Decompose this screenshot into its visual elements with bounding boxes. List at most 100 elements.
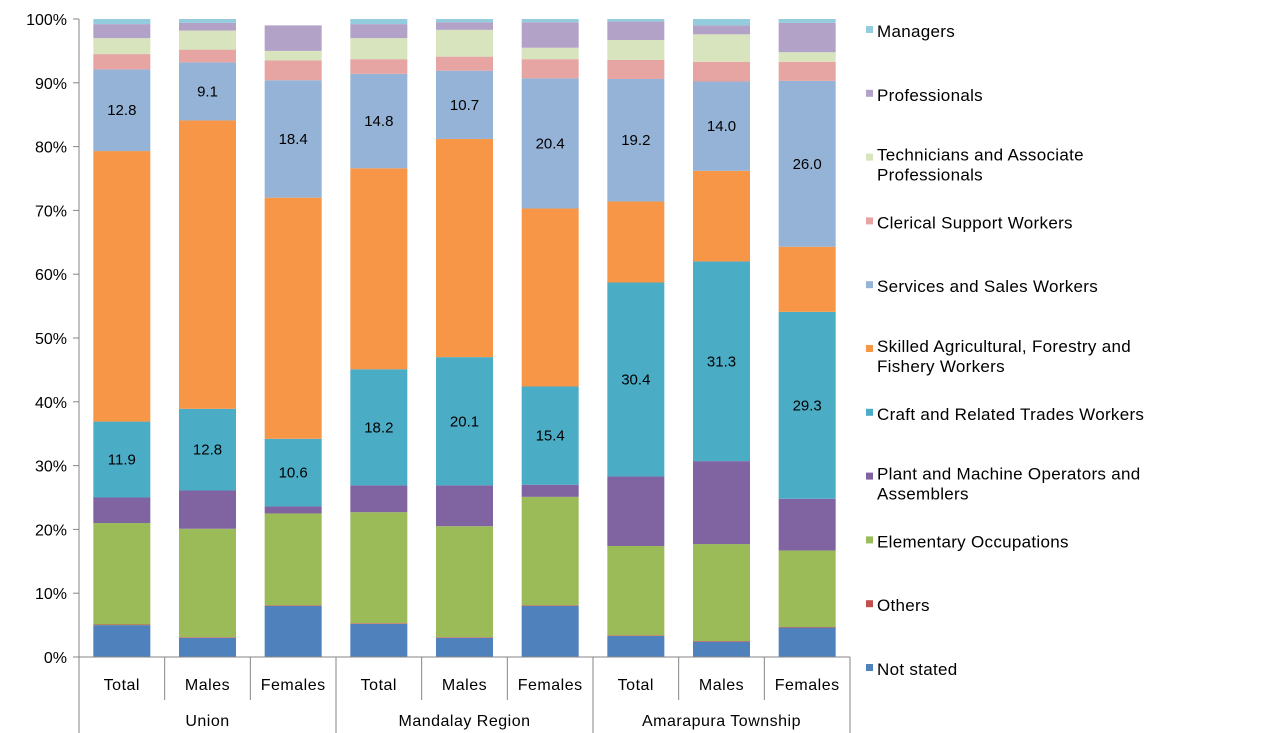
legend-label: Craft and Related Trades Workers <box>877 405 1144 424</box>
bar-segment <box>778 19 836 23</box>
bar-segment <box>693 641 750 642</box>
bar-segment <box>693 81 750 171</box>
bar-segment <box>179 490 236 529</box>
bar-segment <box>350 485 408 513</box>
legend-label: Managers <box>877 22 955 41</box>
bar-segment <box>521 47 579 60</box>
bar-segment <box>93 69 151 152</box>
legend-swatch <box>866 26 873 33</box>
bar-segment <box>93 151 151 422</box>
bar-segment <box>264 25 322 51</box>
bar-segment <box>264 513 322 606</box>
x-category-label: Females <box>518 677 583 694</box>
bar-segment <box>607 78 665 202</box>
bar-segment <box>607 19 665 22</box>
bar-segment <box>778 52 836 62</box>
bars <box>93 19 836 657</box>
bar-segment <box>693 461 750 545</box>
bar-segment <box>93 497 151 524</box>
bar-segment <box>607 40 665 60</box>
bar-segment <box>521 59 579 79</box>
x-category-label: Males <box>185 677 230 694</box>
bar-segment <box>778 498 836 551</box>
bar-segment <box>778 61 836 81</box>
data-label: 9.1 <box>197 83 218 100</box>
bar-segment <box>179 637 236 657</box>
x-category-label: Males <box>699 677 744 694</box>
bar-segment <box>179 19 236 23</box>
bar-segment <box>521 22 579 48</box>
x-category-label: Total <box>361 677 397 694</box>
legend-label: Services and Sales Workers <box>877 277 1098 296</box>
bar-segment <box>436 56 493 71</box>
legend-label: Plant and Machine Operators and Assembler… <box>877 465 1141 504</box>
bar-segment <box>93 625 151 657</box>
bar-segment <box>350 168 408 370</box>
legend-label: Not stated <box>877 660 958 679</box>
bar-segment <box>93 24 151 39</box>
data-label: 10.7 <box>450 97 479 114</box>
data-label: 19.2 <box>621 132 650 149</box>
bar-segment <box>93 54 151 70</box>
bar-segment <box>778 246 836 312</box>
y-tick-label: 20% <box>35 522 67 539</box>
data-label: 15.4 <box>536 428 565 445</box>
bar-segment <box>693 544 750 642</box>
data-label: 31.3 <box>707 353 736 370</box>
data-label: 20.4 <box>536 135 565 152</box>
bar-segment <box>93 421 151 498</box>
bar-segment <box>93 38 151 55</box>
y-tick-label: 90% <box>35 76 67 93</box>
bar-segment <box>778 627 836 657</box>
x-category-label: Females <box>775 677 840 694</box>
data-label: 14.0 <box>707 118 736 135</box>
legend-swatch <box>866 281 873 289</box>
bar-segment <box>264 80 322 198</box>
legend-swatch <box>866 217 873 225</box>
x-axis: Total Males Females Union Total Males Females M… <box>78 656 851 733</box>
legend-label: Skilled Agricultural, Forestry and Fisher… <box>877 337 1131 376</box>
bar-segment <box>350 369 408 486</box>
bar-segment <box>693 261 750 462</box>
data-label: 12.8 <box>107 102 136 119</box>
bar-segment <box>521 386 579 485</box>
bar-segment <box>179 22 236 31</box>
bar-segment <box>93 523 151 625</box>
bar-segment <box>264 60 322 81</box>
bar-segment <box>264 50 322 61</box>
bar-segment <box>436 138 493 358</box>
legend-label: Others <box>877 596 930 615</box>
y-tick-label: 10% <box>35 586 67 603</box>
legend-label: Professionals <box>877 86 983 105</box>
bar-segment <box>607 476 665 546</box>
bar-segment <box>436 70 493 139</box>
bar-segment <box>693 34 750 62</box>
bar-segment <box>350 24 408 39</box>
bar-segment <box>521 605 579 606</box>
y-tick-label: 100% <box>26 12 67 29</box>
bar-segment <box>264 506 322 514</box>
bar-segment <box>693 641 750 657</box>
bar-segment <box>607 282 665 477</box>
bar-segment <box>436 357 493 486</box>
bar-segment <box>436 29 493 57</box>
bar-segment <box>607 59 665 79</box>
bar-segment <box>264 605 322 657</box>
y-tick-label: 40% <box>35 395 67 412</box>
legend-swatch <box>866 536 873 544</box>
bar-segment <box>521 208 579 387</box>
bar-segment <box>607 545 665 636</box>
bar-segment <box>179 62 236 121</box>
data-label: 20.1 <box>450 413 479 430</box>
bar-segment <box>264 197 322 439</box>
legend-swatch <box>866 600 873 608</box>
bar-segment <box>350 38 408 60</box>
bar-segment <box>93 624 151 626</box>
legend-swatch <box>866 472 873 480</box>
legend-swatch <box>866 89 873 97</box>
bar-segment <box>350 73 408 169</box>
bar-segment <box>436 22 493 30</box>
bar-segment <box>264 438 322 507</box>
